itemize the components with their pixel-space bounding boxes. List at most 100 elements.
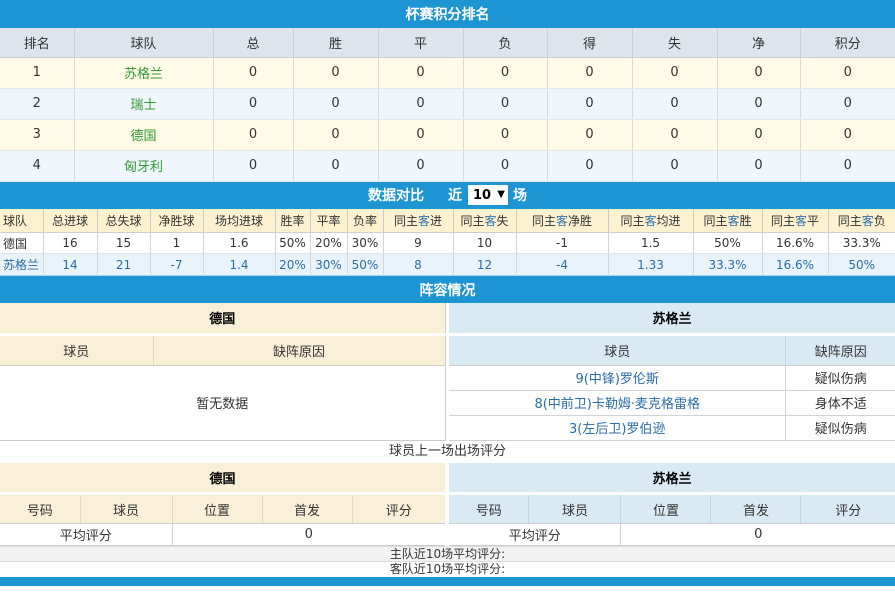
stat-cell: 0 xyxy=(463,150,548,182)
table-row: 2 瑞士 0 0 0 0 0 0 0 0 xyxy=(0,88,895,120)
stat-cell: 0 xyxy=(213,57,294,89)
stat-cell: 0 xyxy=(800,88,895,120)
stat-cell: 12 xyxy=(453,253,517,276)
stat-cell: 50% xyxy=(828,253,895,276)
team-link[interactable]: 苏格兰 xyxy=(74,57,214,89)
stat-cell: 33.3% xyxy=(828,232,895,254)
stat-cell: -4 xyxy=(516,253,609,276)
player-link[interactable]: 9(中锋)罗伦斯 xyxy=(448,365,787,391)
col-header-same-venue-goals: 同主客进 xyxy=(383,208,454,233)
average-rating-value: 0 xyxy=(172,523,445,546)
stat-cell: 20% xyxy=(275,253,311,276)
stat-cell: 50% xyxy=(275,232,311,254)
col-header-loss-rate: 负率 xyxy=(347,208,384,233)
stat-cell: 30% xyxy=(347,232,384,254)
stat-cell: 0 xyxy=(293,88,379,120)
lineup-title-bar: 阵容情况 xyxy=(0,276,895,303)
stat-cell: 1.4 xyxy=(203,253,276,276)
col-header-player: 球员 xyxy=(448,334,787,366)
recent-label: 近 xyxy=(448,188,462,204)
home-team-name: 德国 xyxy=(0,303,446,336)
lineup-title: 阵容情况 xyxy=(419,282,476,299)
col-header-total: 总 xyxy=(213,28,294,58)
col-header-rating: 评分 xyxy=(800,493,895,524)
team-link[interactable]: 德国 xyxy=(74,119,214,151)
ratings-home-average-row: 平均评分 0 xyxy=(0,523,445,546)
stat-cell: 0 xyxy=(632,88,718,120)
stat-cell: 0 xyxy=(213,88,294,120)
col-header-win: 胜 xyxy=(293,28,379,58)
col-header-avg-goals: 场均进球 xyxy=(203,208,276,233)
stat-cell: 0 xyxy=(800,57,895,89)
table-row: 1 苏格兰 0 0 0 0 0 0 0 0 xyxy=(0,57,895,89)
header-label: 同主 xyxy=(703,213,728,228)
header-label: 负率 xyxy=(352,213,377,228)
header-highlight: 客 xyxy=(644,213,657,228)
col-header-goal-diff: 净胜球 xyxy=(150,208,204,233)
lineup-away-subheader-row: 球员 缺阵原因 xyxy=(448,334,895,366)
away-avg-rating-line: 客队近10场平均评分: xyxy=(0,562,895,577)
stat-cell: 0 xyxy=(717,57,801,89)
col-header-position: 位置 xyxy=(172,493,263,524)
average-rating-value: 0 xyxy=(620,523,895,546)
header-label: 同主 xyxy=(460,213,485,228)
away-team-name: 苏格兰 xyxy=(448,303,895,336)
team-link[interactable]: 瑞士 xyxy=(74,88,214,120)
col-header-number: 号码 xyxy=(448,493,530,524)
lineup-home-empty-row: 暂无数据 xyxy=(0,365,446,441)
table-row: 8(中前卫)卡勒姆·麦克格雷格 身体不适 xyxy=(448,390,895,416)
header-label: 同主 xyxy=(837,213,862,228)
panel-gap xyxy=(445,303,449,441)
col-header-same-venue-win: 同主客胜 xyxy=(693,208,763,233)
stat-cell: 16.6% xyxy=(762,232,829,254)
stat-cell: 0 xyxy=(463,119,548,151)
col-header-rating: 评分 xyxy=(352,493,445,524)
stat-cell: 0 xyxy=(717,150,801,182)
header-highlight: 客 xyxy=(555,213,568,228)
ratings-home-columns-row: 号码 球员 位置 首发 评分 xyxy=(0,493,445,524)
stat-cell: 0 xyxy=(632,57,718,89)
stat-cell: 10 xyxy=(453,232,517,254)
stat-cell: 30% xyxy=(310,253,348,276)
stat-cell: 0 xyxy=(547,57,633,89)
rank-cell: 2 xyxy=(0,88,75,120)
header-label: 同主 xyxy=(531,213,556,228)
team-link[interactable]: 匈牙利 xyxy=(74,150,214,182)
header-label: 负 xyxy=(873,213,886,228)
standings-title: 杯赛积分排名 xyxy=(405,7,490,23)
stat-cell: 16.6% xyxy=(762,253,829,276)
ratings-away-average-row: 平均评分 0 xyxy=(448,523,895,546)
col-header-same-venue-avg: 同主客均进 xyxy=(608,208,694,233)
lineup-home-subheader-row: 球员 缺阵原因 xyxy=(0,334,446,366)
lineup-home-table: 德国 球员 缺阵原因 暂无数据 xyxy=(0,303,446,441)
stat-cell: 0 xyxy=(547,150,633,182)
no-data-text: 暂无数据 xyxy=(0,365,446,441)
ratings-away-columns-row: 号码 球员 位置 首发 评分 xyxy=(448,493,895,524)
col-header-same-venue-conceded: 同主客失 xyxy=(453,208,517,233)
stat-cell: 0 xyxy=(632,119,718,151)
stat-cell: 0 xyxy=(293,119,379,151)
player-link[interactable]: 3(左后卫)罗伯逊 xyxy=(448,415,787,441)
header-label: 进 xyxy=(430,213,443,228)
player-link[interactable]: 8(中前卫)卡勒姆·麦克格雷格 xyxy=(448,390,787,416)
stat-cell: 16 xyxy=(43,232,98,254)
header-highlight: 客 xyxy=(727,213,740,228)
recent-matches-select[interactable]: 10 xyxy=(468,185,508,205)
table-row: 9(中锋)罗伦斯 疑似伤病 xyxy=(448,365,895,391)
lineup-panels: 德国 球员 缺阵原因 暂无数据 苏格兰 球员 缺阵原因 9(中锋)罗伦斯 疑似伤… xyxy=(0,303,895,441)
header-label: 总进球 xyxy=(51,213,88,228)
table-row: 3(左后卫)罗伯逊 疑似伤病 xyxy=(448,415,895,441)
standings-table: 排名 球队 总 胜 平 负 得 失 净 积分 1 苏格兰 0 0 0 0 0 0 xyxy=(0,28,895,182)
rank-cell: 4 xyxy=(0,150,75,182)
stat-cell: 0 xyxy=(378,88,464,120)
header-label: 净胜 xyxy=(568,213,593,228)
absence-reason: 身体不适 xyxy=(785,390,895,416)
col-header-same-venue-draw: 同主客平 xyxy=(762,208,829,233)
header-label: 均进 xyxy=(656,213,681,228)
stat-cell: 0 xyxy=(213,150,294,182)
comparison-header-row: 球队 总进球 总失球 净胜球 场均进球 胜率 平率 负率 同主客进 同主客失 同… xyxy=(0,208,895,233)
stat-cell: 0 xyxy=(378,150,464,182)
col-header-goals-for: 得 xyxy=(547,28,633,58)
stat-cell: 0 xyxy=(717,119,801,151)
stat-cell: 21 xyxy=(97,253,151,276)
